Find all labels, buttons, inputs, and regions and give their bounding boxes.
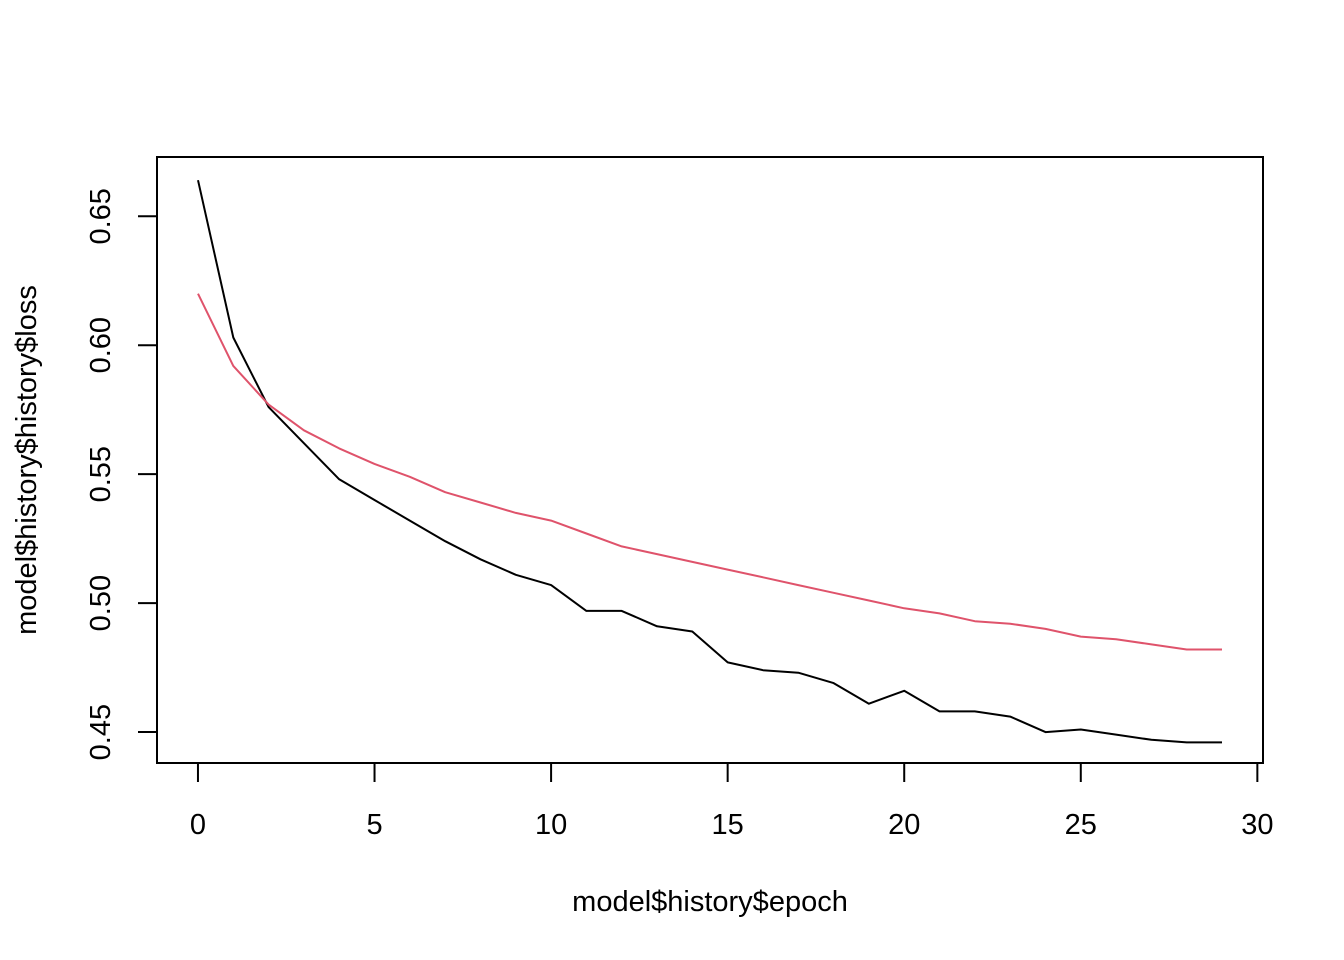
y-tick-label: 0.55	[85, 446, 117, 502]
y-axis-title: model$history$history$loss	[11, 285, 43, 635]
x-axis-title: model$history$epoch	[572, 886, 848, 918]
x-tick-label: 10	[535, 809, 567, 841]
x-tick-label: 30	[1241, 809, 1273, 841]
x-tick-label: 5	[366, 809, 382, 841]
y-axis: 0.45 0.50 0.55 0.60 0.65	[85, 188, 157, 760]
x-tick-label: 0	[190, 809, 206, 841]
x-tick-label: 25	[1065, 809, 1097, 841]
x-axis: 0 5 10 15 20 25 30	[190, 763, 1274, 841]
y-tick-label: 0.45	[85, 704, 117, 760]
x-tick-label: 15	[712, 809, 744, 841]
series-layer	[198, 180, 1222, 742]
y-tick-label: 0.65	[85, 188, 117, 244]
series-line-2	[198, 294, 1222, 650]
series-line-1	[198, 180, 1222, 742]
y-tick-label: 0.60	[85, 317, 117, 373]
x-tick-label: 20	[888, 809, 920, 841]
plot-box	[157, 157, 1263, 763]
y-tick-label: 0.50	[85, 575, 117, 631]
